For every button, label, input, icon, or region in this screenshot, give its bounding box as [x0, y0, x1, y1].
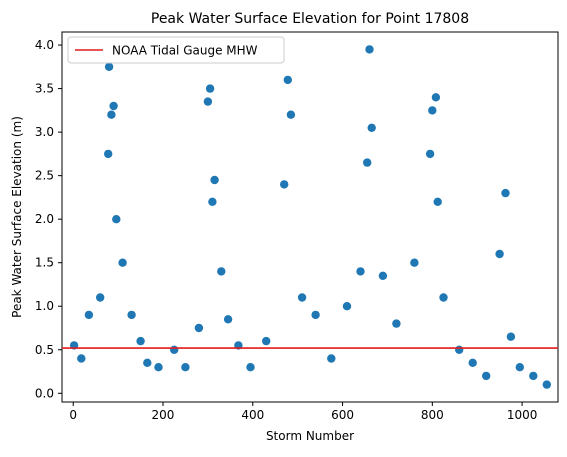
- y-tick-label: 4.0: [35, 38, 54, 52]
- data-point: [365, 45, 374, 54]
- data-point: [439, 293, 448, 302]
- data-point: [112, 215, 121, 224]
- data-point: [104, 149, 113, 159]
- chart-title: Peak Water Surface Elevation for Point 1…: [151, 11, 469, 27]
- data-point: [342, 302, 352, 311]
- data-point: [96, 293, 105, 302]
- y-tick-label: 0.0: [35, 386, 54, 400]
- y-tick-label: 3.0: [35, 125, 54, 139]
- legend-label-mhw: NOAA Tidal Gauge MHW: [112, 44, 258, 58]
- data-point: [217, 267, 226, 276]
- x-tick-label: 200: [152, 408, 175, 422]
- data-point: [327, 354, 336, 363]
- data-point: [262, 336, 271, 346]
- data-point: [136, 336, 145, 346]
- data-point: [77, 354, 86, 363]
- data-point: [181, 363, 190, 372]
- plot-frame: [61, 31, 559, 403]
- data-point: [154, 363, 163, 372]
- data-point: [280, 180, 289, 189]
- data-point: [109, 101, 118, 111]
- y-tick-label: 1.0: [35, 299, 54, 313]
- data-point: [356, 267, 365, 276]
- plot-area: [61, 31, 559, 403]
- data-point: [210, 175, 219, 185]
- data-point: [501, 188, 510, 198]
- data-point: [431, 93, 441, 102]
- data-point: [425, 149, 435, 159]
- data-point: [127, 310, 136, 320]
- data-point: [495, 249, 504, 259]
- data-point: [378, 271, 388, 280]
- data-point: [205, 84, 215, 93]
- data-point: [283, 75, 292, 85]
- y-tick-label: 0.5: [35, 343, 54, 357]
- x-tick-label: 1000: [507, 408, 538, 422]
- data-point: [410, 258, 419, 267]
- data-point: [84, 310, 94, 320]
- data-point: [223, 315, 233, 324]
- y-tick-label: 1.5: [35, 256, 54, 270]
- data-point: [529, 371, 538, 381]
- data-point: [455, 345, 464, 354]
- data-point: [208, 197, 217, 206]
- x-tick-label: 400: [241, 408, 264, 422]
- data-point: [392, 319, 401, 328]
- data-point: [515, 363, 524, 372]
- x-tick-label: 600: [331, 408, 354, 422]
- scatter-points: [69, 45, 551, 389]
- data-point: [246, 363, 255, 372]
- x-axis-ticks: 0 200 400 600 800 1000: [69, 402, 537, 422]
- data-point: [286, 110, 296, 119]
- data-point: [482, 371, 491, 381]
- data-point: [433, 197, 442, 206]
- x-tick-label: 0: [69, 408, 77, 422]
- legend-box: [67, 36, 285, 64]
- data-point: [311, 310, 320, 320]
- legend: NOAA Tidal Gauge MHW: [67, 36, 285, 64]
- y-axis-ticks: 0.0 0.5 1.0 1.5 2.0 2.5 3.0 3.5 4.0: [35, 38, 62, 400]
- data-point: [468, 358, 477, 367]
- y-tick-label: 2.5: [35, 169, 54, 183]
- data-point: [506, 332, 516, 341]
- data-point: [542, 380, 551, 389]
- y-tick-label: 2.0: [35, 212, 54, 226]
- data-point: [203, 97, 213, 106]
- data-point: [107, 110, 116, 119]
- x-tick-label: 800: [421, 408, 444, 422]
- data-point: [194, 323, 204, 333]
- data-point: [104, 62, 114, 71]
- data-point: [428, 106, 437, 115]
- data-point: [363, 158, 372, 167]
- x-axis-label: Storm Number: [266, 429, 354, 443]
- data-point: [118, 258, 127, 267]
- data-point: [297, 293, 307, 302]
- y-axis-label: Peak Water Surface Elevation (m): [10, 116, 24, 318]
- data-point: [143, 358, 152, 367]
- y-tick-label: 3.5: [35, 82, 54, 96]
- data-point: [170, 345, 179, 354]
- data-point: [367, 123, 376, 132]
